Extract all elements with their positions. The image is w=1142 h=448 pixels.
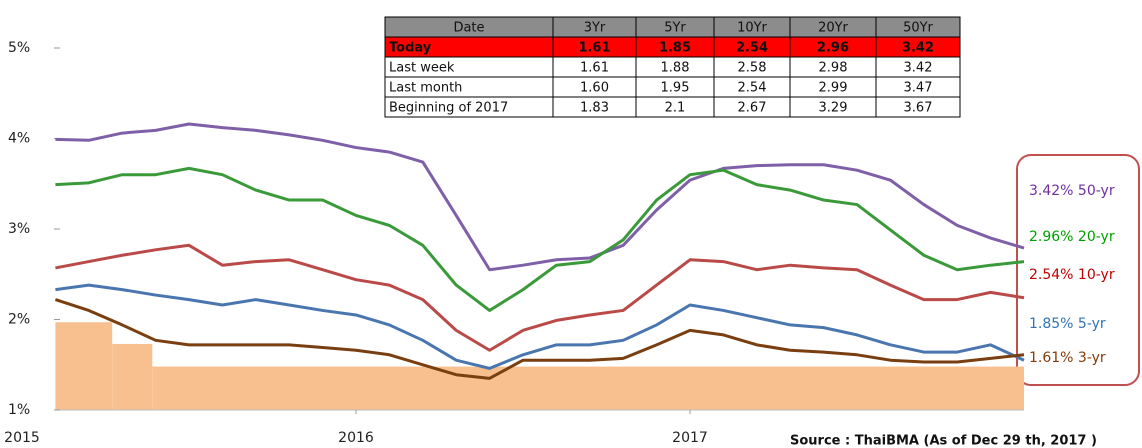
table-text: 2.96 <box>817 41 849 56</box>
x-tick-label: 2016 <box>338 430 374 446</box>
table-header: 20Yr <box>818 21 848 36</box>
table-text: 3.47 <box>904 81 933 96</box>
table-header: 50Yr <box>903 21 933 36</box>
table-text: 2.58 <box>738 61 767 76</box>
y-tick-label: 5% <box>8 40 30 56</box>
label-box <box>1016 154 1140 386</box>
table-text: 2.99 <box>819 81 848 96</box>
policy-area <box>112 343 153 410</box>
series-line <box>54 298 1025 380</box>
series-line <box>55 283 1025 370</box>
table-cell <box>875 96 961 118</box>
series-line <box>55 166 1025 312</box>
y-tick-label: 1% <box>8 402 30 418</box>
y-tick-label: 3% <box>8 221 30 237</box>
table-text: Last month <box>389 81 462 96</box>
table-text: 1.95 <box>661 81 690 96</box>
table-header: Date <box>453 21 484 36</box>
series-label: 2.54% 10-yr <box>1029 267 1115 283</box>
policy-area <box>152 366 1024 410</box>
table-text: 2.67 <box>738 101 767 116</box>
table-text: Today <box>389 41 432 56</box>
series-label: 3.42% 50-yr <box>1029 183 1115 199</box>
table-text: 1.83 <box>580 101 609 116</box>
table-text: 1.61 <box>580 61 609 76</box>
table-text: 3.42 <box>902 41 934 56</box>
table-header: 3Yr <box>584 21 606 36</box>
series-label: 1.61% 3-yr <box>1029 350 1106 366</box>
table-text: 2.54 <box>738 81 767 96</box>
y-tick-label: 2% <box>8 312 30 328</box>
series-label: 1.85% 5-yr <box>1029 316 1106 332</box>
series-line <box>55 243 1025 352</box>
table-text: 1.61 <box>578 41 610 56</box>
x-tick-label: 2015 <box>4 430 40 446</box>
policy-area <box>55 322 113 410</box>
table-text: Beginning of 2017 <box>389 101 508 116</box>
table-header: 10Yr <box>737 21 767 36</box>
table-text: 3.42 <box>904 61 933 76</box>
table-text: 1.60 <box>580 81 609 96</box>
x-tick-label: 2017 <box>672 430 708 446</box>
table-text: 1.88 <box>661 61 690 76</box>
table-text: 1.85 <box>659 41 691 56</box>
table-text: 2.54 <box>736 41 768 56</box>
y-tick-label: 4% <box>8 131 30 147</box>
series-label: 2.96% 20-yr <box>1029 229 1115 245</box>
table-text: Last week <box>389 61 455 76</box>
table-text: 2.1 <box>665 101 686 116</box>
table-header: 5Yr <box>664 21 686 36</box>
table-text: 3.29 <box>819 101 848 116</box>
source-note: Source : ThaiBMA (As of Dec 29 th, 2017 … <box>790 434 1097 448</box>
series-line <box>55 122 1025 272</box>
table-text: 3.67 <box>904 101 933 116</box>
table-text: 2.98 <box>819 61 848 76</box>
summary-table: Date 3Yr 5Yr 10Yr 20Yr 50Yr Today 1.61 1.85 2.54 2… <box>384 16 961 118</box>
